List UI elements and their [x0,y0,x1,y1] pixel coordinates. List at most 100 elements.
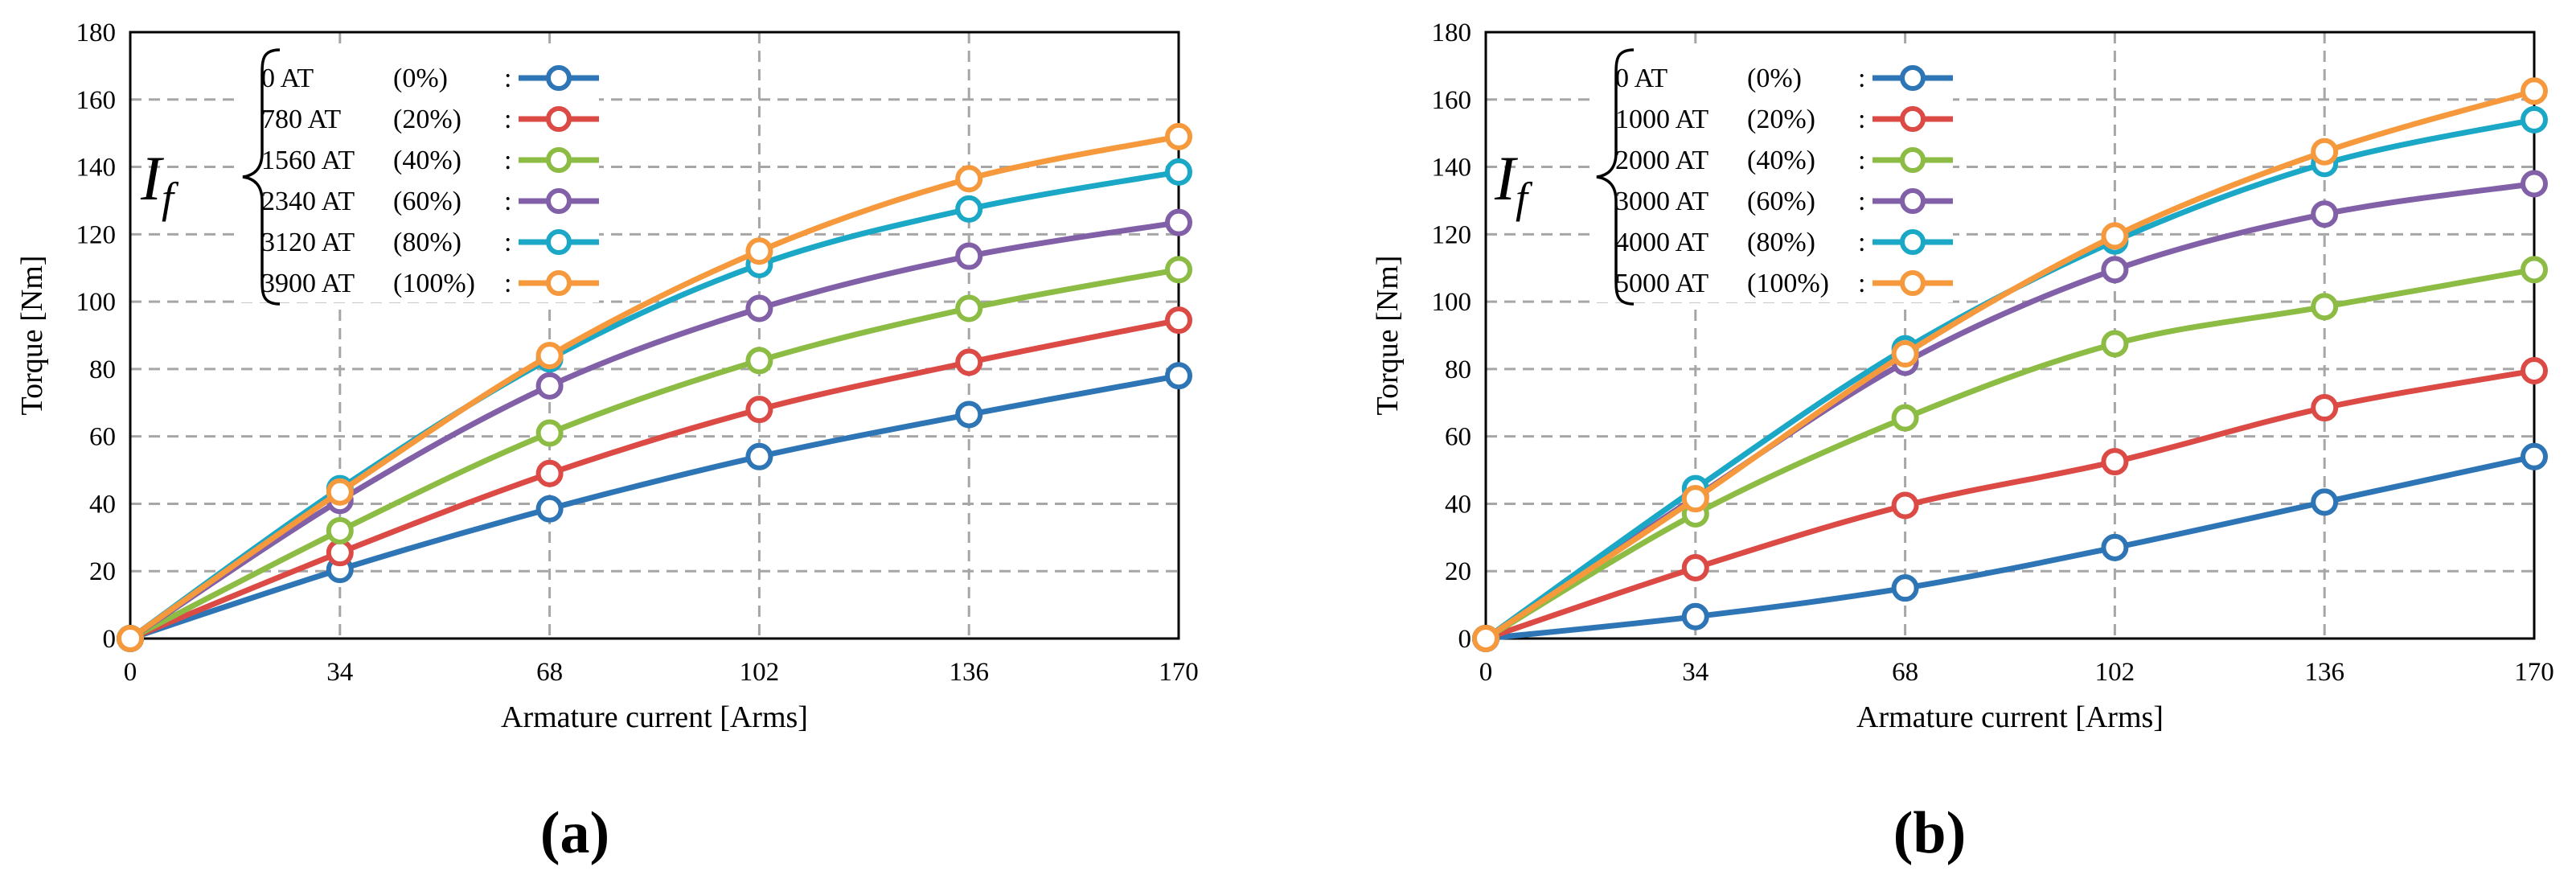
legend-background [237,47,599,302]
y-tick-label: 20 [1445,557,1471,586]
x-tick-label: 34 [326,658,353,687]
panel-label: (b) [1893,800,1966,866]
data-point-s1-1 [326,539,354,567]
data-point-s1-4 [955,348,983,376]
legend-colon-2: : [1858,146,1865,175]
data-point-s5-5 [1165,122,1192,150]
legend-label-2: 2000 AT [1615,146,1708,175]
legend-percent-1: (20%) [1747,105,1815,134]
y-tick-label: 160 [1432,86,1472,115]
chart-panel-b: 0 20 40 60 80 100 120 140 160 180 0 34 68 102 136 170 Ar… [1371,18,2554,866]
data-point-s0-3 [2101,533,2129,561]
legend-label-1: 1000 AT [1615,105,1708,134]
x-tick-label: 0 [1479,658,1493,687]
legend-marker-1 [1900,106,1926,132]
x-tick-label: 170 [2514,658,2554,687]
data-point-s2-5 [2521,256,2548,284]
y-tick-label: 100 [76,288,117,317]
data-point-s0-1 [1681,602,1709,630]
y-axis-label: Torque [Nm] [15,256,49,416]
data-point-s1-4 [2311,394,2339,422]
data-point-s0-5 [1165,362,1192,390]
y-tick-label: 80 [1445,355,1471,384]
legend-label-4: 4000 AT [1615,228,1708,257]
legend: If0 AT (0%):1000 AT (20%):2000 AT (40%):300… [1494,47,1953,306]
data-point-s4-5 [2521,105,2548,133]
data-point-s5-3 [745,237,773,265]
series-line-5 [128,133,1179,641]
legend-label-3: 3000 AT [1615,187,1708,216]
x-axis-label: Armature current [Arms] [1856,700,2164,734]
data-point-s1-3 [745,396,773,424]
x-tick-label: 68 [1892,658,1918,687]
data-point-s5-1 [326,478,354,506]
legend-marker-0 [546,65,572,91]
data-point-s5-3 [2101,222,2129,250]
series-line-1 [1484,368,2535,642]
legend-percent-4: (80%) [1747,228,1815,257]
data-point-s3-4 [955,242,983,270]
data-point-s4-5 [1165,158,1192,186]
y-tick-label: 80 [89,355,116,384]
series-line-1 [129,317,1179,642]
legend-percent-5: (100%) [393,269,475,298]
plot-frame [129,31,1180,640]
data-point-s5-5 [2521,77,2548,105]
legend-marker-2 [1900,147,1926,173]
legend-marker-3 [546,188,572,214]
y-tick-label: 0 [1458,625,1472,654]
legend-marker-5 [546,270,572,296]
data-point-s0-4 [955,400,983,429]
legend-percent-2: (40%) [1747,146,1815,175]
data-point-s3-3 [2101,256,2129,284]
series-line-3 [129,220,1179,641]
legend-marker-1 [546,106,572,132]
y-tick-label: 40 [89,490,116,519]
x-tick-label: 68 [536,658,563,687]
legend-colon-5: : [1858,269,1865,298]
series-line-2 [1484,266,2535,642]
y-tick-label: 140 [1432,154,1472,183]
x-axis-label: Armature current [Arms] [501,700,808,734]
x-tick-label: 136 [2304,658,2344,687]
x-tick-label: 102 [2095,658,2135,687]
chart-panel-a: 0 20 40 60 80 100 120 140 160 180 0 34 68 102 136 170 Ar… [15,18,1199,866]
legend-marker-5 [1900,270,1926,296]
legend-marker-0 [1900,65,1926,91]
data-point-s3-2 [535,372,564,400]
data-point-s2-2 [1891,404,1919,432]
legend-marker-3 [1900,188,1926,214]
legend-marker-2 [546,147,572,173]
data-point-s2-4 [955,294,983,322]
legend-background [1591,47,1953,302]
y-tick-label: 60 [89,423,116,452]
data-point-s5-1 [1681,485,1709,513]
legend-colon-4: : [504,228,511,257]
series-line-0 [1485,454,2535,642]
data-point-s1-2 [535,459,564,487]
y-tick-label: 140 [76,154,117,183]
y-tick-label: 60 [1445,423,1471,452]
legend-label-5: 3900 AT [261,269,355,298]
data-point-s0-3 [745,442,773,470]
data-point-s2-3 [2101,330,2129,358]
legend-colon-0: : [504,64,511,93]
legend-colon-3: : [1858,187,1865,216]
legend-percent-3: (60%) [393,187,461,216]
legend-colon-1: : [1858,105,1865,134]
legend-colon-0: : [1858,64,1865,93]
legend-label-2: 1560 AT [261,146,355,175]
series-line-2 [129,266,1179,642]
y-tick-label: 40 [1445,490,1471,519]
legend-marker-4 [546,229,572,255]
legend-label-1: 780 AT [261,105,341,134]
data-point-s2-3 [745,347,773,375]
legend-percent-0: (0%) [393,64,448,93]
series-line-0 [129,372,1179,642]
data-point-s5-4 [955,165,983,193]
y-tick-label: 100 [1432,288,1472,317]
data-point-s3-4 [2311,200,2339,228]
data-point-s1-2 [1891,491,1919,520]
legend-percent-5: (100%) [1747,269,1829,298]
